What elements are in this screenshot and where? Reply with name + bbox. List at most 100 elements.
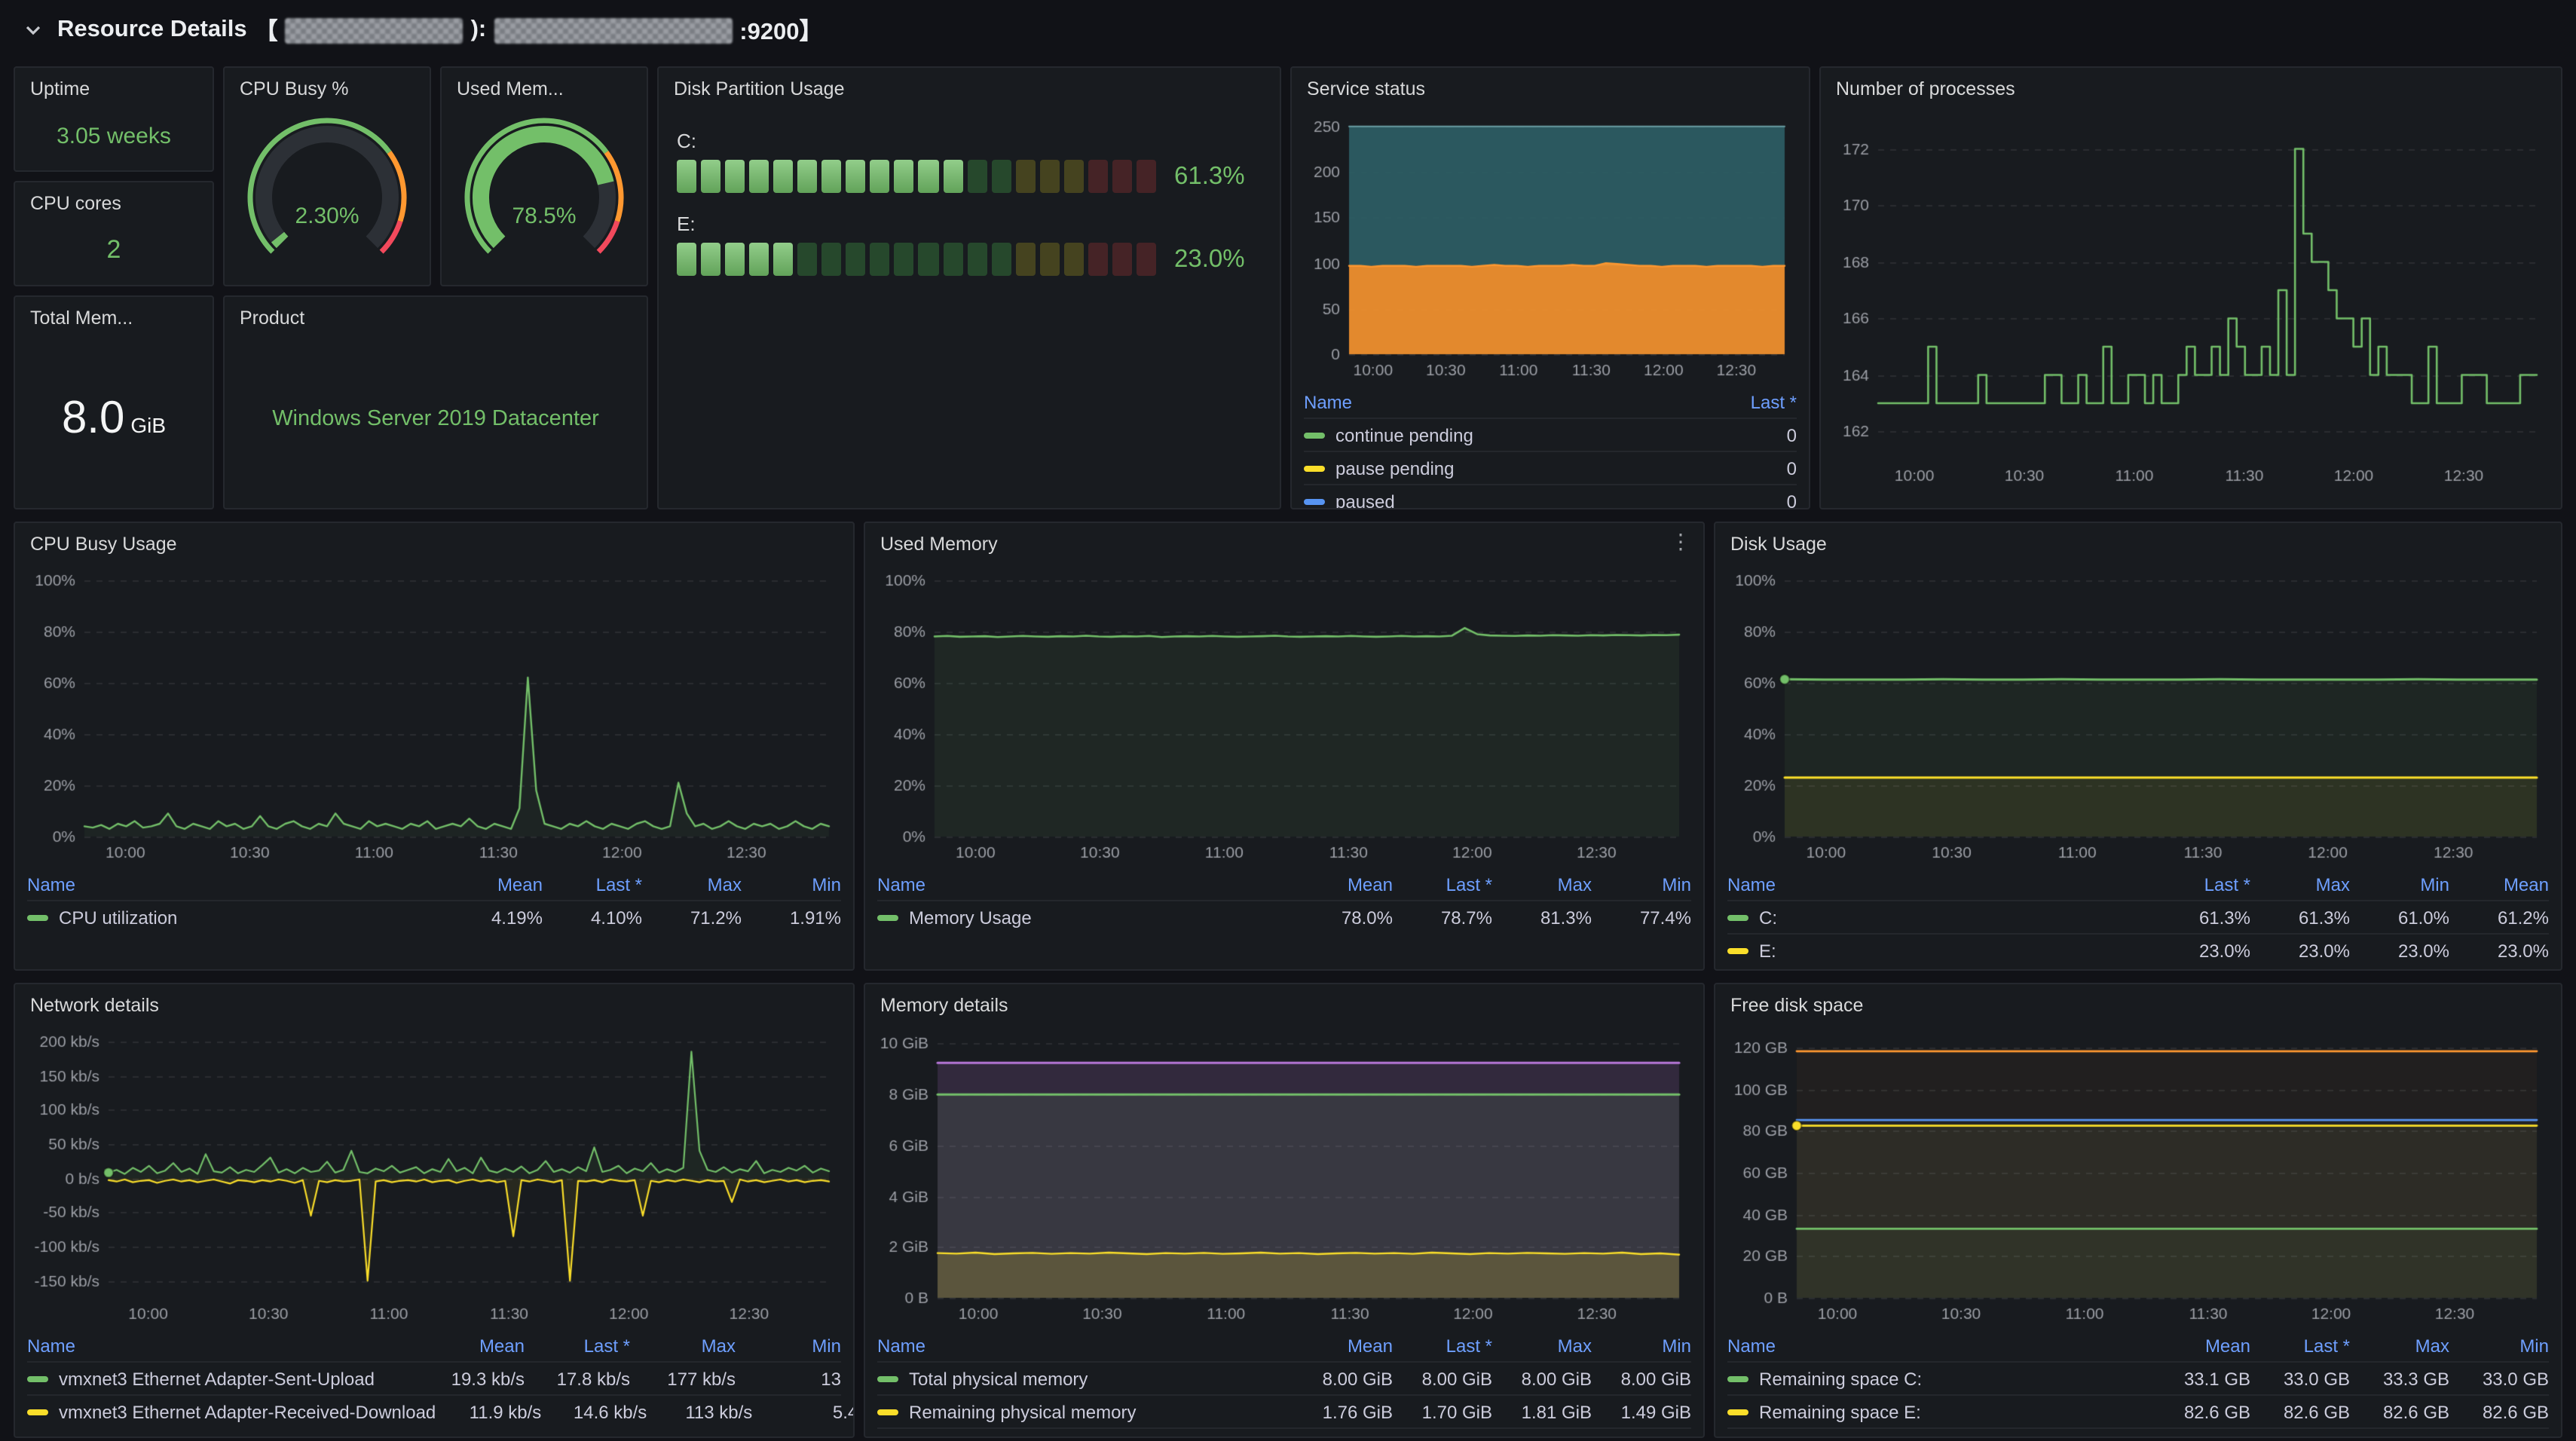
- series-name[interactable]: Remaining space E:: [1759, 1401, 1921, 1422]
- legend-col[interactable]: Min: [812, 874, 841, 895]
- legend-value: 0: [1786, 424, 1797, 445]
- legend-col[interactable]: Min: [812, 1335, 841, 1357]
- legend-col[interactable]: Last *: [2303, 1335, 2350, 1357]
- legend-col-name[interactable]: Name: [27, 874, 76, 895]
- legend-value: 78.0%: [1341, 907, 1393, 928]
- legend-col[interactable]: Max: [701, 1335, 736, 1357]
- legend: Name Last * continue pending 0 pause pending…: [1304, 387, 1797, 509]
- legend-value: 82.6 GB: [2382, 1401, 2449, 1422]
- legend-col[interactable]: Max: [1557, 1335, 1592, 1357]
- legend-col[interactable]: Last *: [1446, 1335, 1492, 1357]
- legend-col-name[interactable]: Name: [1727, 874, 1776, 895]
- series-name[interactable]: vmxnet3 Ethernet Adapter-Received-Downlo…: [59, 1401, 436, 1422]
- legend-col[interactable]: Last *: [595, 874, 642, 895]
- legend-value: 17.8 kb/s: [556, 1368, 630, 1389]
- legend-col-name[interactable]: Name: [877, 1335, 926, 1357]
- lcd-bar-gauge: [677, 243, 1156, 276]
- panel-title[interactable]: Disk Usage: [1730, 534, 1827, 555]
- legend-col[interactable]: Mean: [1347, 874, 1393, 895]
- lcd-cell: [677, 160, 697, 193]
- legend-col[interactable]: Mean: [1347, 1335, 1393, 1357]
- lcd-cell: [894, 243, 914, 276]
- legend-value: 33.1 GB: [2183, 1368, 2250, 1389]
- panel-title[interactable]: Network details: [30, 995, 159, 1016]
- lcd-cell: [1112, 160, 1132, 193]
- legend-col[interactable]: Mean: [2503, 874, 2549, 895]
- panel-title[interactable]: Service status: [1307, 78, 1426, 99]
- row-title[interactable]: Resource Details: [57, 17, 247, 42]
- partition-bar-row: 61.3%: [677, 160, 1262, 193]
- legend-col[interactable]: Min: [2420, 874, 2449, 895]
- legend-col[interactable]: Last *: [583, 1335, 630, 1357]
- legend-value: 9.25 GiB: [1293, 1434, 1393, 1436]
- lcd-cell: [1015, 243, 1036, 276]
- series-swatch-icon: [1304, 498, 1325, 504]
- legend-col[interactable]: Last *: [2204, 874, 2250, 895]
- series-name[interactable]: CPU utilization: [59, 907, 178, 928]
- panel-title[interactable]: CPU cores: [30, 193, 121, 214]
- gauge-arc: [464, 118, 624, 254]
- lcd-cell: [918, 243, 939, 276]
- series-name[interactable]: Remaining space C:: [1759, 1368, 1923, 1389]
- panel-title[interactable]: Uptime: [30, 78, 90, 99]
- legend-value: 4.19%: [491, 907, 543, 928]
- series-name[interactable]: pause pending: [1335, 457, 1455, 479]
- panel-title[interactable]: Used Mem...: [457, 78, 564, 99]
- legend-col[interactable]: Mean: [479, 1335, 525, 1357]
- legend-col[interactable]: Max: [2415, 1335, 2449, 1357]
- series-name[interactable]: paused: [1335, 491, 1395, 509]
- legend-col[interactable]: Mean: [497, 874, 543, 895]
- series-name[interactable]: vmxnet3 Ethernet Adapter-Sent-Upload: [59, 1368, 375, 1389]
- panel-title[interactable]: CPU Busy Usage: [30, 534, 177, 555]
- panel-title[interactable]: Memory details: [880, 995, 1008, 1016]
- legend-value: 78.7%: [1440, 907, 1492, 928]
- panel-title[interactable]: Disk Partition Usage: [674, 78, 845, 99]
- panel-title[interactable]: Total Mem...: [30, 307, 133, 329]
- legend-value: 1.81 GiB: [1521, 1401, 1592, 1422]
- panel-product: Product Windows Server 2019 Datacenter: [223, 295, 648, 509]
- legend-value: 11.9 kb/s: [469, 1401, 542, 1422]
- panel-memory-details: Memory details Name Mean Last * Max Min Total…: [864, 983, 1705, 1438]
- total-mem-unit: GiB: [130, 413, 167, 437]
- panel-title[interactable]: Number of processes: [1836, 78, 2015, 99]
- legend-value: 5.4: [832, 1401, 853, 1422]
- legend-value: 1.76 GiB: [1322, 1401, 1393, 1422]
- legend-value: 85.3 GB: [2449, 1434, 2549, 1436]
- cpu-busy-usage-chart: [27, 559, 841, 867]
- legend-value: 23.0%: [2497, 940, 2549, 961]
- legend-col-name[interactable]: Name: [27, 1335, 76, 1357]
- legend-col-name[interactable]: Name: [1304, 392, 1353, 413]
- legend-value: 82.6 GB: [2283, 1401, 2350, 1422]
- legend-col[interactable]: Max: [1557, 874, 1592, 895]
- legend-value: 9.25 GiB: [1592, 1434, 1691, 1436]
- legend-col-name[interactable]: Name: [877, 874, 926, 895]
- series-name[interactable]: Remaining physical memory: [909, 1401, 1137, 1422]
- panel-title[interactable]: Free disk space: [1730, 995, 1864, 1016]
- panel-title[interactable]: Product: [240, 307, 305, 329]
- legend-col[interactable]: Max: [707, 874, 742, 895]
- series-name[interactable]: continue pending: [1335, 424, 1473, 445]
- partition-value: 61.3%: [1174, 162, 1245, 189]
- panel-title[interactable]: Used Memory: [880, 534, 998, 555]
- series-name[interactable]: Total space C:: [1759, 1434, 1874, 1436]
- legend-col[interactable]: Min: [1662, 874, 1691, 895]
- series-name[interactable]: E:: [1759, 940, 1776, 961]
- legend-col[interactable]: Last *: [1446, 874, 1492, 895]
- series-name[interactable]: C:: [1759, 907, 1777, 928]
- panel-menu-icon[interactable]: ⋮: [1670, 529, 1691, 553]
- dashboard-row-header: Resource Details 【 ): :9200】: [0, 0, 2576, 60]
- panel-title[interactable]: CPU Busy %: [240, 78, 349, 99]
- legend-col[interactable]: Min: [2519, 1335, 2549, 1357]
- legend-col-name[interactable]: Name: [1727, 1335, 1776, 1357]
- series-name[interactable]: Total physical memory: [909, 1368, 1088, 1389]
- lcd-cell: [725, 243, 745, 276]
- lcd-cell: [1136, 243, 1156, 276]
- legend-col[interactable]: Max: [2315, 874, 2350, 895]
- legend-col[interactable]: Last *: [1750, 392, 1797, 413]
- legend-col[interactable]: Min: [1662, 1335, 1691, 1357]
- legend-col[interactable]: Mean: [2204, 1335, 2250, 1357]
- chevron-down-icon[interactable]: [24, 21, 42, 39]
- series-name[interactable]: Virtual memory: [909, 1434, 1030, 1436]
- series-name[interactable]: Memory Usage: [909, 907, 1032, 928]
- partition-value: 23.0%: [1174, 245, 1245, 272]
